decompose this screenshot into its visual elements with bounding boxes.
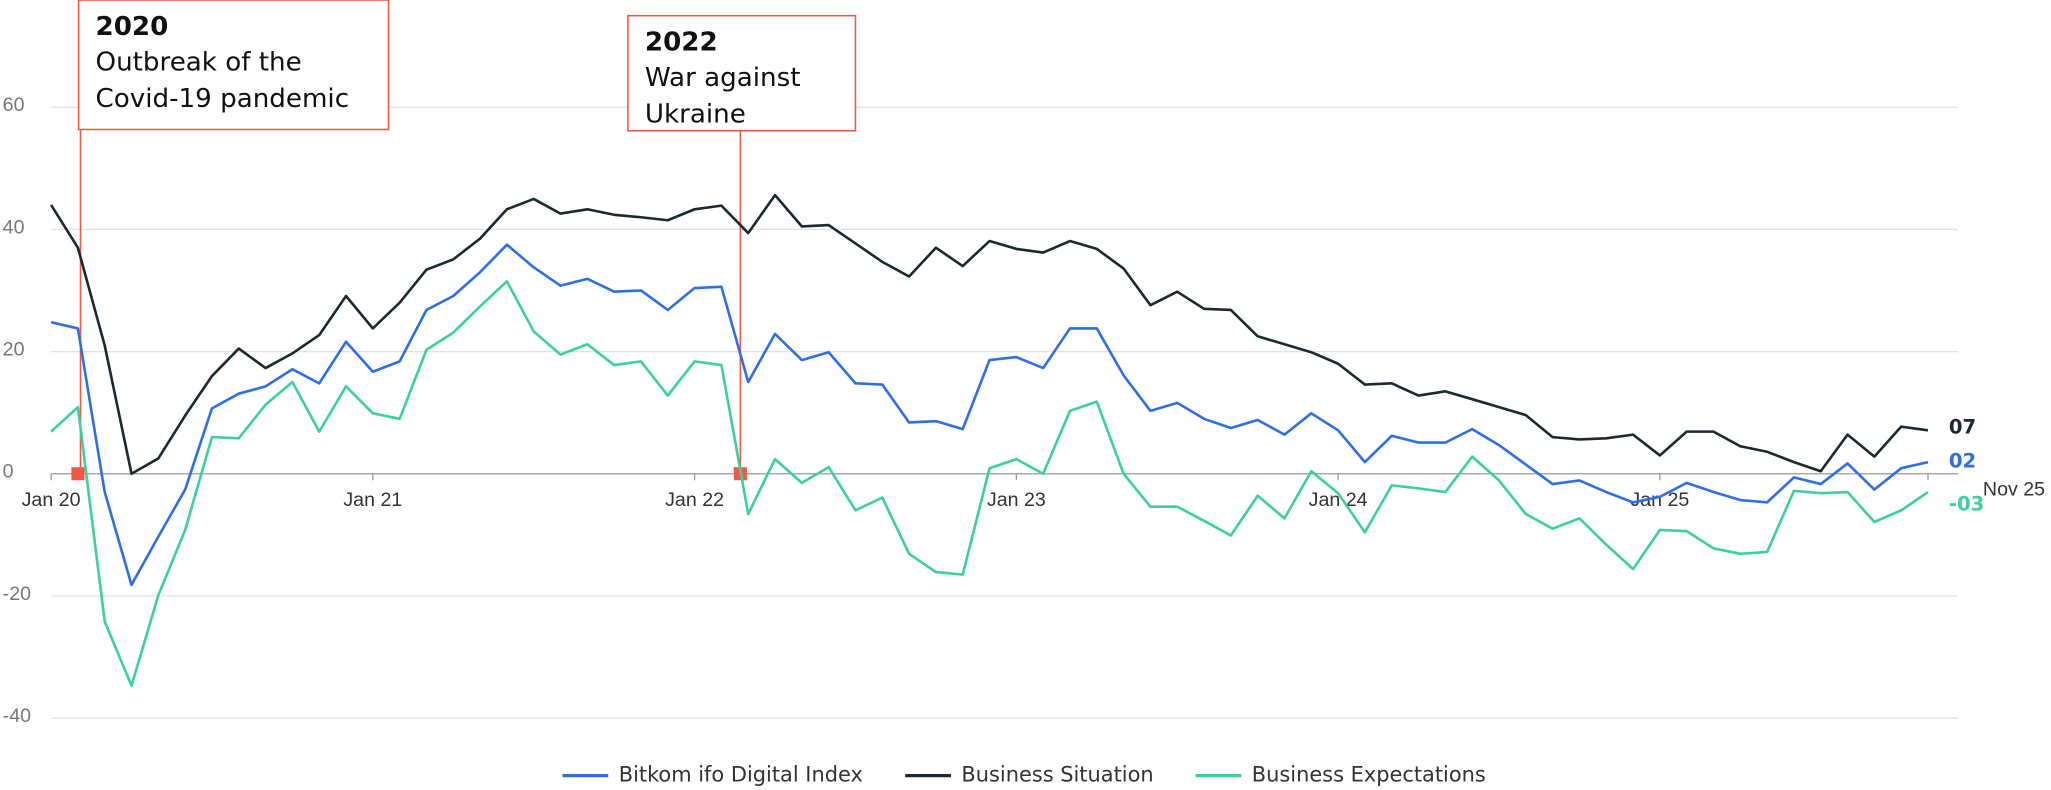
y-tick-label: 20 <box>3 338 25 360</box>
series-line <box>50 243 1929 587</box>
series-line <box>50 280 1929 687</box>
x-tick-label: Jan 25 <box>1630 489 1689 511</box>
y-tick-label: -20 <box>3 583 31 605</box>
legend-label: Business Expectations <box>1252 763 1486 787</box>
end-label: 07 <box>1949 415 1976 438</box>
annotation-box <box>627 14 857 132</box>
annotation-marker <box>71 467 85 481</box>
annotation-text: Covid-19 pandemic <box>96 84 350 114</box>
x-tick-label: Nov 25 <box>1983 479 2045 501</box>
end-label: -03 <box>1949 493 1984 516</box>
y-tick-label: 40 <box>3 216 25 238</box>
x-tick-label: Jan 24 <box>1309 489 1368 511</box>
y-tick-label: -40 <box>3 705 31 727</box>
y-tick-label: 0 <box>3 461 14 483</box>
annotation-text: War against <box>645 63 801 93</box>
x-tick-label: Jan 20 <box>22 489 81 511</box>
y-tick-label: 60 <box>3 94 25 116</box>
end-label: 02 <box>1949 450 1976 473</box>
annotation-title: 2022 <box>645 28 718 58</box>
annotation-text: Outbreak of the <box>96 47 302 77</box>
x-tick-label: Jan 22 <box>665 489 724 511</box>
annotation-title: 2020 <box>96 12 169 42</box>
legend-label: Bitkom ifo Digital Index <box>619 763 863 787</box>
x-tick-label: Jan 21 <box>343 489 402 511</box>
annotation-box <box>77 0 390 131</box>
series-line <box>49 193 1929 476</box>
x-tick-label: Jan 23 <box>987 489 1046 511</box>
annotation-text: Ukraine <box>645 100 746 130</box>
legend-label: Business Situation <box>961 763 1153 787</box>
